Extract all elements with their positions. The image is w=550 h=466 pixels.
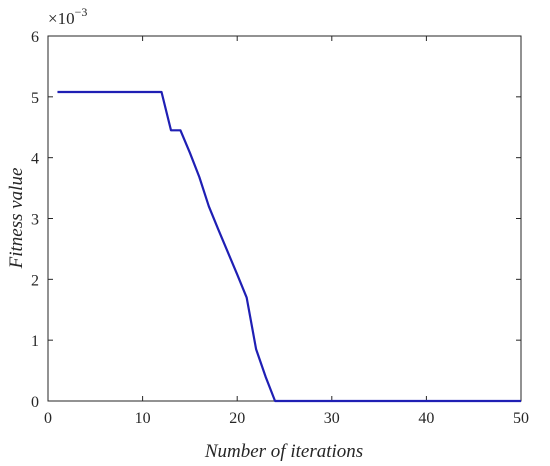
y-multiplier-exponent: −3 — [75, 5, 88, 19]
plot-frame — [47, 35, 522, 402]
x-tick-label: 10 — [135, 410, 151, 427]
ticks-layer: 0 10 20 30 40 50 0 1 2 3 4 5 6 — [31, 29, 529, 427]
series-layer — [57, 90, 521, 403]
y-tick-label: 1 — [31, 333, 39, 350]
x-axis-title: Number of iterations — [204, 441, 363, 462]
series-line-0 — [57, 90, 521, 403]
y-tick-label: 2 — [31, 272, 39, 289]
y-axis-title: Fitness value — [6, 168, 27, 270]
y-tick-label: 3 — [31, 212, 39, 229]
x-tick-label: 0 — [44, 410, 52, 427]
y-tick-label: 4 — [31, 151, 39, 168]
y-axis-multiplier: ×10−3 — [48, 5, 87, 28]
x-tick-label: 50 — [513, 410, 529, 427]
x-tick-label: 30 — [324, 410, 340, 427]
x-tick-label: 40 — [418, 410, 434, 427]
y-tick-label: 6 — [31, 29, 39, 46]
y-multiplier-base: ×10 — [48, 9, 75, 28]
y-tick-label: 0 — [31, 394, 39, 411]
y-tick-label: 5 — [31, 90, 39, 107]
axes-layer — [47, 35, 522, 402]
x-tick-label: 20 — [229, 410, 245, 427]
